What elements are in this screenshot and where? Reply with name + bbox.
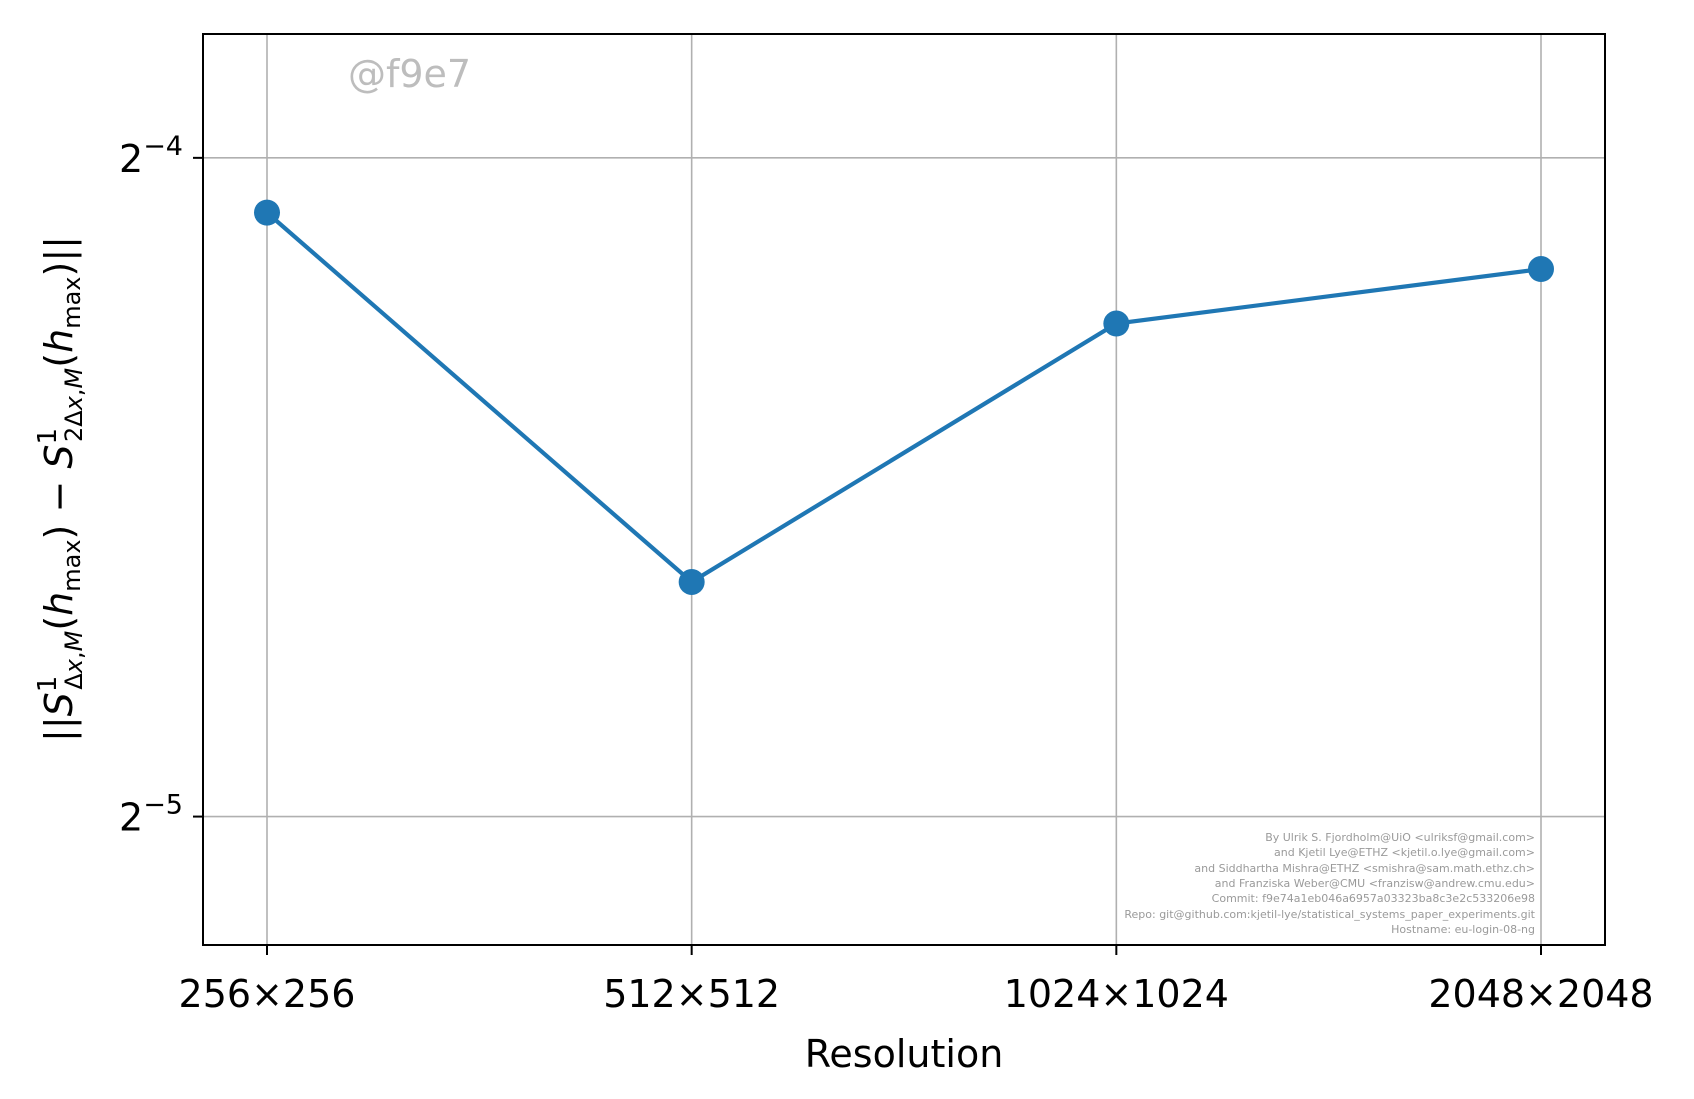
credit-line: By Ulrik S. Fjordholm@UiO <ulriksf@gmail… [1265, 831, 1535, 844]
data-point [1103, 310, 1130, 337]
data-point [1528, 256, 1554, 283]
series-line [265, 211, 1542, 585]
x-tick-label: 2048×2048 [1428, 972, 1653, 1016]
x-tick-label: 1024×1024 [1004, 972, 1229, 1016]
y-tick-label: 2−4 [119, 131, 183, 181]
ticks: 256×256 512×512 1024×1024 2048×2048 2−4 2−5 [119, 131, 1654, 1016]
y-tick-label: 2−5 [119, 790, 183, 840]
credit-line: Commit: f9e74a1eb046a6957a03323ba8c3e2c5… [1212, 892, 1535, 905]
svg-text:||S1Δx,M(hmax) − S12Δx,M(hmax): ||S1Δx,M(hmax) − S12Δx,M(hmax)|| [33, 236, 88, 742]
x-tick-label: 512×512 [603, 972, 780, 1016]
credit-line: and Franziska Weber@CMU <franzisw@andrew… [1215, 877, 1535, 890]
x-axis-label: Resolution [805, 1032, 1004, 1076]
y-axis-label: ||S1Δx,M(hmax) − S12Δx,M(hmax)|| [33, 236, 88, 742]
series [254, 199, 1554, 595]
grid [203, 34, 1605, 945]
plot-frame [202, 33, 1606, 946]
x-tick-label: 256×256 [179, 972, 356, 1016]
credit-line: and Kjetil Lye@ETHZ <kjetil.o.lye@gmail.… [1274, 846, 1535, 859]
credit-line: Hostname: eu-login-08-ng [1391, 923, 1535, 936]
data-point [678, 568, 705, 595]
data-point [254, 199, 280, 226]
credit-line: and Siddhartha Mishra@ETHZ <smishra@sam.… [1194, 862, 1535, 875]
watermark: @f9e7 [348, 52, 471, 96]
credit-line: Repo: git@github.com:kjetil-lye/statisti… [1124, 908, 1535, 921]
credits-block: By Ulrik S. Fjordholm@UiO <ulriksf@gmail… [1124, 831, 1535, 936]
